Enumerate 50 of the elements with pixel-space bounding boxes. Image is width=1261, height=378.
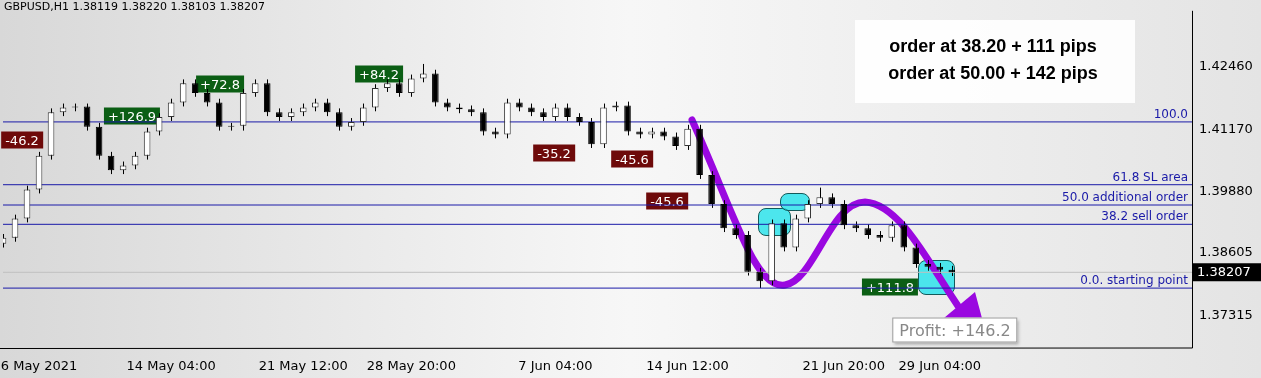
candlestick xyxy=(780,219,787,252)
annotation: order at 38.20 + 111 pips xyxy=(889,35,1097,57)
y-tick-label: 1.37315 xyxy=(1199,306,1253,322)
x-tick-label: 29 Jun 04:00 xyxy=(898,358,982,374)
annotation: 50.0 additional order xyxy=(1062,190,1189,205)
candlestick xyxy=(900,220,908,252)
x-tick-label: 6 May 2021 xyxy=(0,358,78,374)
candlestick xyxy=(155,112,163,136)
candlestick xyxy=(720,199,727,233)
candlestick xyxy=(816,187,823,209)
y-tick-label: 1.42460 xyxy=(1199,58,1253,74)
y-tick-label: 1.39880 xyxy=(1199,182,1253,198)
x-tick-label: 7 Jun 04:00 xyxy=(518,358,593,374)
ref-line-label: 1.38207 xyxy=(1197,263,1251,279)
candlestick xyxy=(408,74,415,98)
annotation: +84.2 xyxy=(355,65,403,83)
annotation: -45.6 xyxy=(611,150,653,168)
candlestick xyxy=(360,103,367,127)
candlestick xyxy=(756,267,763,289)
candlestick xyxy=(83,103,91,132)
annotation: 100.0 xyxy=(1153,107,1188,122)
annotation: 0.0. starting point xyxy=(1080,273,1189,288)
annotation: -35.2 xyxy=(533,144,575,162)
annotation: 61.8 SL area xyxy=(1112,169,1188,184)
annotation: -46.2 xyxy=(1,131,43,149)
x-tick-label: 21 May 12:00 xyxy=(258,358,348,374)
candlestick xyxy=(840,199,848,230)
candlestick xyxy=(804,199,811,223)
annotation: +111.8 xyxy=(861,278,919,296)
y-tick-label: 1.41170 xyxy=(1199,120,1253,136)
x-tick-label: 21 Jun 20:00 xyxy=(802,358,885,374)
x-tick-label: 14 May 04:00 xyxy=(126,358,216,374)
y-tick-label: 1.38605 xyxy=(1199,244,1253,260)
annotation: order at 50.00 + 142 pips xyxy=(888,62,1098,84)
annotation: -45.6 xyxy=(646,192,688,210)
candlestick xyxy=(588,117,595,149)
annotation: Profit: +146.2 xyxy=(892,317,1018,343)
chart-title: GBPUSD,H1 1.38119 1.38220 1.38103 1.38207 xyxy=(4,0,265,13)
candlestick xyxy=(372,83,379,112)
annotation: +126.9 xyxy=(103,107,161,125)
candlestick xyxy=(912,243,920,269)
annotation: 38.2 sell order xyxy=(1101,209,1189,224)
x-tick-label: 14 Jun 12:00 xyxy=(646,358,729,374)
candlestick xyxy=(179,78,187,107)
annotation: +72.8 xyxy=(196,75,244,93)
candlestick xyxy=(684,124,691,151)
x-tick-label: 28 May 20:00 xyxy=(366,358,456,374)
candlestick xyxy=(888,220,896,243)
candlestick xyxy=(480,107,487,136)
candlestick xyxy=(335,107,343,132)
